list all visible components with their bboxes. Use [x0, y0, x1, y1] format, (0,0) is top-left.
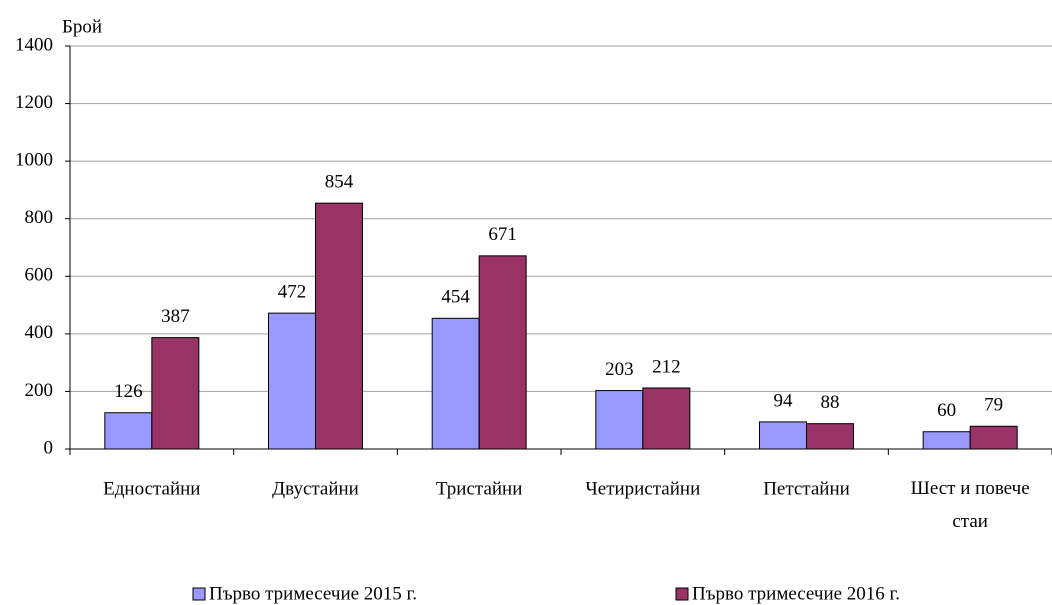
bar: [759, 421, 807, 450]
y-tick-label: 800: [25, 207, 54, 228]
x-tick-label: Петстайни: [763, 478, 850, 499]
value-label: 387: [161, 306, 190, 327]
y-tick-label: 200: [25, 380, 54, 401]
x-tick-label: Едностайни: [103, 478, 200, 499]
value-label: 854: [325, 172, 354, 193]
bar: [431, 317, 480, 450]
x-tick-label: Четиристайни: [585, 478, 700, 499]
value-label: 454: [441, 287, 470, 308]
y-tick-label: 1200: [15, 92, 53, 113]
y-tick-label: 1400: [15, 34, 53, 55]
bar: [478, 255, 527, 450]
value-label: 60: [937, 400, 956, 421]
legend-swatch: [675, 587, 689, 601]
bar: [969, 425, 1018, 450]
y-tick-label: 400: [25, 322, 54, 343]
value-label: 79: [984, 395, 1003, 416]
x-tick-label: Тристайни: [436, 478, 522, 499]
bar: [104, 412, 153, 450]
legend-label: Първо тримесечие 2015 г.: [209, 583, 417, 604]
x-tick-label: Двустайни: [272, 478, 359, 499]
bar: [595, 390, 644, 450]
legend-swatch: [192, 587, 206, 601]
x-tick-label: Шест и повече стаи: [911, 478, 1030, 532]
value-label: 203: [605, 359, 634, 380]
bar: [315, 202, 363, 450]
legend-label: Първо тримесечие 2016 г.: [692, 583, 900, 604]
value-label: 671: [488, 224, 517, 245]
bar: [642, 387, 691, 450]
value-label: 94: [774, 390, 794, 411]
value-label: 472: [278, 281, 307, 302]
y-axis-label: Брой: [62, 16, 102, 37]
y-tick-label: 1000: [15, 150, 53, 171]
y-tick-label: 600: [25, 265, 54, 286]
bar: [268, 312, 316, 450]
bar: [151, 337, 200, 450]
value-label: 212: [652, 356, 681, 377]
value-label: 88: [821, 392, 840, 413]
bar: [806, 423, 854, 450]
y-tick-label: 0: [44, 437, 54, 458]
value-label: 126: [114, 381, 143, 402]
bar: [922, 431, 971, 450]
